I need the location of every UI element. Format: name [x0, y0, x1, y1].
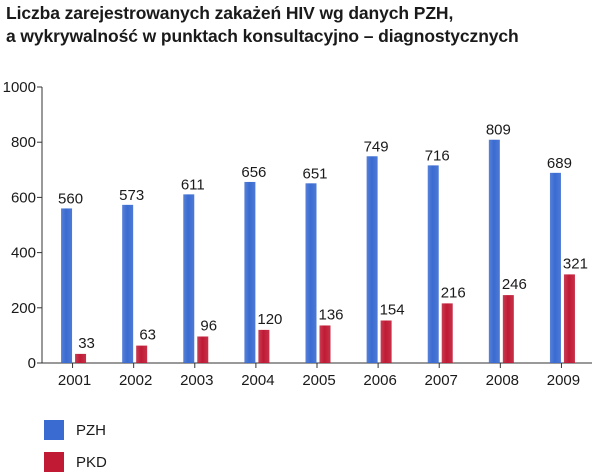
data-label-pzh-2003: 611 [181, 176, 205, 193]
data-label-pzh-2001: 560 [58, 190, 83, 207]
y-tick-label: 200 [11, 300, 36, 317]
data-label-pzh-2002: 573 [119, 187, 144, 204]
data-label-pzh-2008: 809 [486, 122, 511, 139]
data-label-pzh-2006: 749 [364, 138, 389, 155]
y-tick-label: 800 [11, 134, 36, 151]
x-tick-label-2003: 2003 [180, 372, 213, 389]
bar-pzh-2005 [305, 183, 317, 363]
data-label-pzh-2009: 689 [547, 155, 572, 172]
bar-pzh-2008 [488, 139, 500, 363]
bar-pkd-2007 [441, 303, 453, 363]
bar-pkd-2001 [75, 353, 87, 363]
bar-pkd-2008 [502, 295, 514, 363]
x-tick-label-2007: 2007 [425, 372, 458, 389]
data-label-pkd-2001: 33 [78, 335, 95, 352]
x-tick-label-2005: 2005 [302, 372, 335, 389]
x-tick-label-2004: 2004 [241, 372, 274, 389]
data-label-pkd-2008: 246 [502, 276, 527, 293]
legend-swatch-pkd [44, 452, 64, 472]
x-tick-label-2002: 2002 [119, 372, 152, 389]
data-label-pkd-2009: 321 [563, 255, 588, 272]
bar-pzh-2007 [427, 165, 439, 363]
y-tick-label: 600 [11, 189, 36, 206]
y-tick-label: 400 [11, 245, 36, 262]
bar-pkd-2009 [563, 274, 575, 363]
data-label-pkd-2007: 216 [441, 284, 466, 301]
bar-pkd-2004 [258, 329, 270, 363]
data-label-pkd-2006: 154 [380, 301, 405, 318]
bar-pzh-2003 [183, 194, 195, 363]
data-label-pkd-2005: 136 [318, 306, 343, 323]
bar-pkd-2003 [197, 336, 209, 363]
bar-pzh-2002 [122, 204, 134, 363]
x-tick-label-2006: 2006 [363, 372, 396, 389]
bar-pkd-2005 [319, 325, 331, 363]
bar-pzh-2006 [366, 156, 378, 363]
data-label-pkd-2004: 120 [257, 311, 282, 328]
chart-title: Liczba zarejestrowanych zakażeń HIV wg d… [6, 2, 596, 48]
legend-label-pzh: PZH [76, 421, 106, 439]
x-tick-label-2009: 2009 [547, 372, 580, 389]
x-tick-label-2008: 2008 [486, 372, 519, 389]
y-tick-label: 1000 [3, 79, 36, 96]
bar-pzh-2001 [61, 208, 73, 363]
data-label-pzh-2005: 651 [302, 165, 327, 182]
x-tick-label-2001: 2001 [58, 372, 91, 389]
data-label-pzh-2004: 656 [241, 164, 266, 181]
chart-title-line-1: Liczba zarejestrowanych zakażeń HIV wg d… [6, 3, 454, 23]
y-tick-label: 0 [28, 355, 36, 372]
bar-pkd-2002 [136, 345, 148, 363]
data-label-pkd-2003: 96 [200, 318, 217, 335]
legend-swatch-pzh [44, 420, 64, 440]
data-label-pzh-2007: 716 [425, 147, 450, 164]
data-label-pkd-2002: 63 [139, 327, 156, 344]
bar-pzh-2004 [244, 181, 256, 363]
legend-label-pkd: PKD [76, 453, 107, 471]
legend-item-pzh: PZH [44, 420, 106, 440]
legend-item-pkd: PKD [44, 452, 107, 472]
bar-pkd-2006 [380, 320, 392, 363]
chart-title-line-2: a wykrywalność w punktach konsultacyjno … [6, 26, 519, 46]
bar-pzh-2009 [549, 172, 561, 363]
